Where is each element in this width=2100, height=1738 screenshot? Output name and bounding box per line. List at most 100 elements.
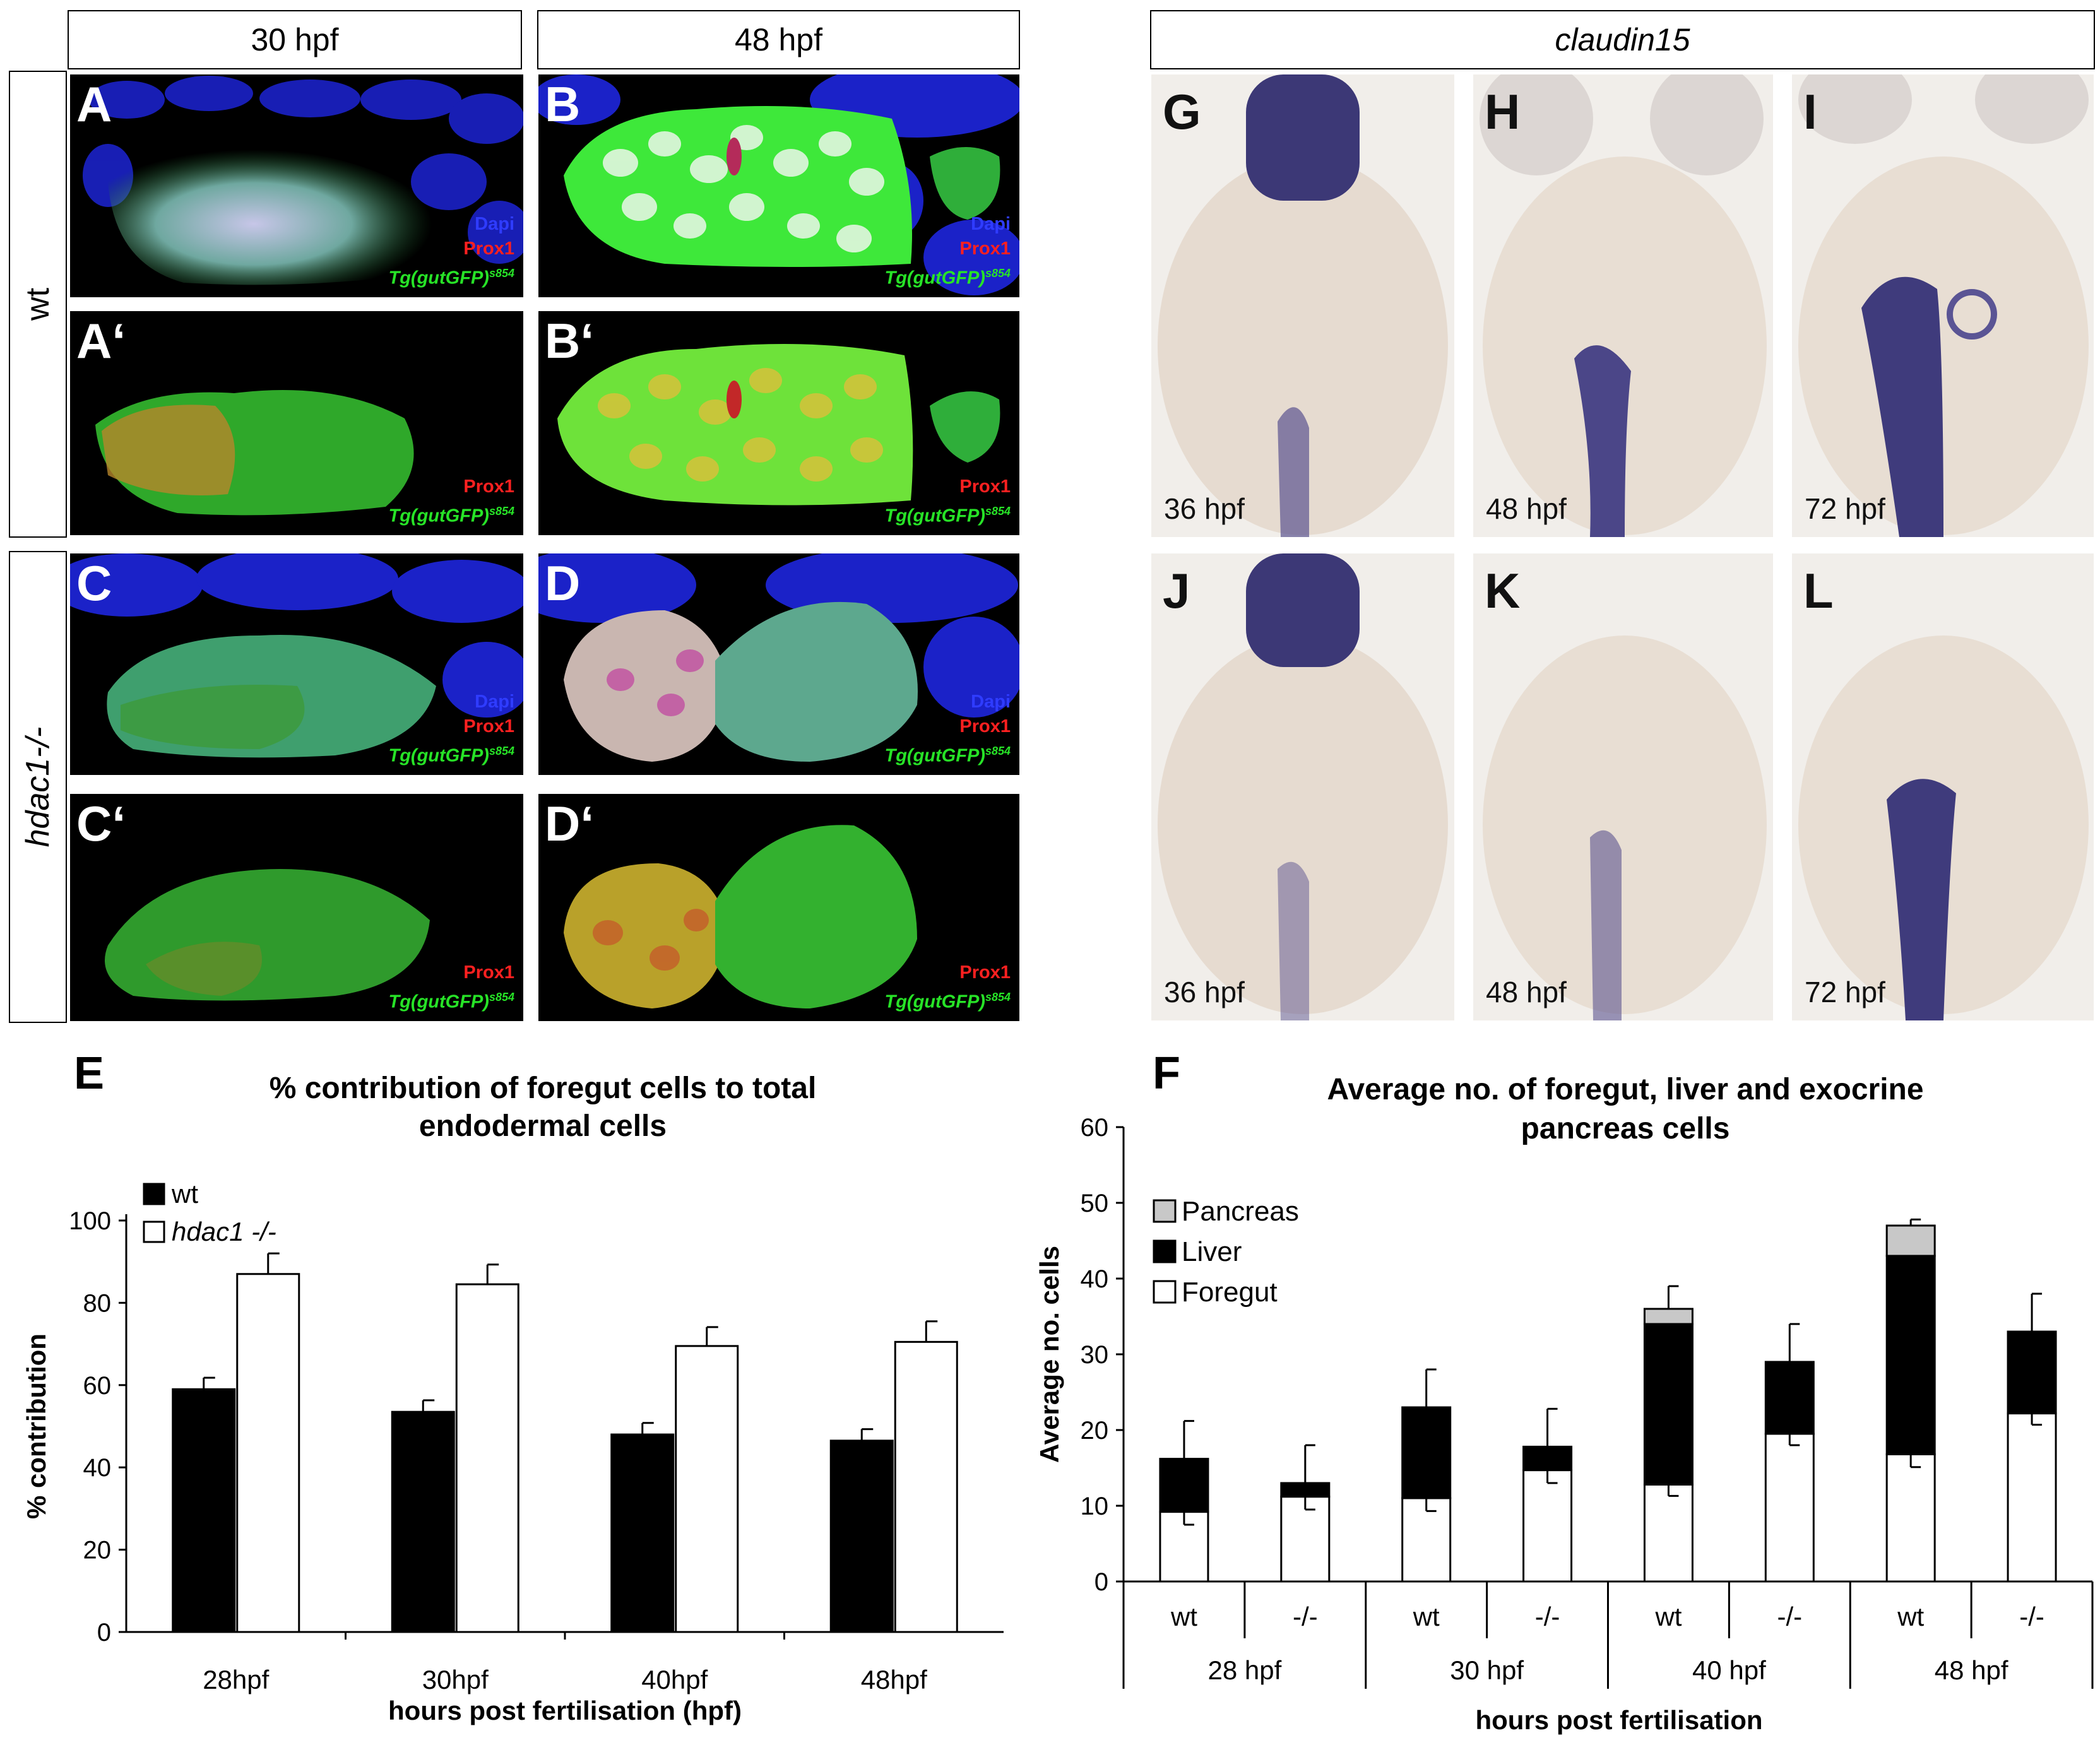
bar-segment-pancreas — [1643, 1308, 1694, 1325]
row-label-hdac1: hdac1-/- — [9, 551, 67, 1023]
panel-D-prime-image — [564, 825, 917, 1008]
panel-L-image — [1798, 635, 2089, 1020]
y-tick-label: 0 — [1094, 1568, 1108, 1596]
legend-tg-sup: s854 — [489, 991, 514, 1004]
bar-segment-liver — [2007, 1330, 2057, 1415]
x-tick-label: -/- — [1293, 1602, 1318, 1631]
x-tick-label: wt — [1897, 1602, 1924, 1631]
bar-mutant — [894, 1340, 958, 1633]
panel-L-letter: L — [1803, 563, 1834, 618]
panel-I: I 72 hpf — [1792, 74, 2094, 537]
panel-D-prime-legend: Prox1 Tg(gutGFP)s854 — [885, 961, 1011, 1015]
legend-tg: Tg(gutGFP)s854 — [885, 261, 1011, 291]
legend-dapi: Dapi — [971, 692, 1011, 712]
legend-prox1: Prox1 — [463, 239, 514, 259]
legend-prox1: Prox1 — [463, 962, 514, 983]
legend-tg-text: Tg(gutGFP) — [884, 506, 985, 526]
panel-D: D Dapi Prox1 Tg(gutGFP)s854 — [538, 553, 1019, 775]
bar-segment-liver — [1764, 1361, 1815, 1435]
legend-dapi: Dapi — [475, 214, 514, 235]
panel-A-prime-letter: A‘ — [76, 313, 126, 369]
bar-segment-foregut — [1885, 1453, 1936, 1583]
legend-tg: Tg(gutGFP)s854 — [885, 499, 1011, 529]
legend-prox1: Prox1 — [463, 476, 514, 497]
bar-wt — [610, 1433, 675, 1633]
legend-tg: Tg(gutGFP)s854 — [389, 739, 515, 769]
x-tick-label: 30hpf — [422, 1665, 489, 1694]
panel-C: C Dapi Prox1 Tg(gutGFP)s854 — [70, 553, 523, 775]
legend-tg-text: Tg(gutGFP) — [884, 746, 985, 766]
legend-prox1: Prox1 — [959, 239, 1011, 259]
panel-A-prime: A‘ Prox1 Tg(gutGFP)s854 — [70, 311, 523, 535]
panel-I-image — [1798, 74, 2089, 537]
panel-A-letter: A — [76, 76, 112, 132]
bar-wt — [391, 1410, 455, 1633]
panel-H-stage: 48 hpf — [1486, 492, 1567, 525]
panel-D-legend: Dapi Prox1 Tg(gutGFP)s854 — [885, 690, 1011, 769]
panel-K-stage: 48 hpf — [1486, 976, 1567, 1008]
bar-segment-liver — [1522, 1445, 1573, 1472]
bar-segment-foregut — [1280, 1496, 1331, 1583]
x-tick-label: wt — [1170, 1602, 1197, 1631]
y-tick-label: 60 — [83, 1372, 112, 1400]
x-tick-label: 48hpf — [861, 1665, 927, 1694]
chart-title-line: pancreas cells — [1521, 1112, 1730, 1145]
x-axis-label: hours post fertilisation (hpf) — [388, 1696, 742, 1725]
panel-G: G 36 hpf — [1151, 74, 1454, 537]
bar-segment-foregut — [1401, 1497, 1452, 1583]
panel-J-stage: 36 hpf — [1164, 976, 1245, 1008]
legend-dapi: Dapi — [971, 214, 1011, 235]
panel-B-prime-legend: Prox1 Tg(gutGFP)s854 — [885, 475, 1011, 529]
legend-prox1: Prox1 — [959, 716, 1011, 737]
panel-D-prime-letter: D‘ — [545, 796, 594, 851]
y-tick-label: 0 — [97, 1619, 111, 1646]
bar-mutant — [236, 1273, 300, 1633]
y-tick-label: 10 — [1081, 1493, 1109, 1520]
legend-prox1: Prox1 — [959, 962, 1011, 983]
legend-tg: Tg(gutGFP)s854 — [389, 985, 515, 1015]
panel-A-legend: Dapi Prox1 Tg(gutGFP)s854 — [389, 212, 515, 291]
bar-segment-foregut — [1643, 1483, 1694, 1583]
panel-A-prime-legend: Prox1 Tg(gutGFP)s854 — [389, 475, 515, 529]
chart-title-line: endodermal cells — [419, 1109, 667, 1143]
panel-B-prime-image — [557, 344, 1000, 505]
x-axis-label: hours post fertilisation — [1475, 1705, 1762, 1735]
header-claudin15: claudin15 — [1150, 10, 2095, 69]
panel-F-letter: F — [1153, 1048, 1180, 1099]
panel-I-letter: I — [1803, 84, 1817, 139]
panel-D-prime: D‘ Prox1 Tg(gutGFP)s854 — [538, 794, 1019, 1021]
panel-C-prime: C‘ Prox1 Tg(gutGFP)s854 — [70, 794, 523, 1021]
panel-E-letter: E — [74, 1048, 105, 1099]
panel-G-stage: 36 hpf — [1164, 492, 1245, 525]
panel-G-letter: G — [1163, 84, 1201, 139]
legend-swatch — [143, 1221, 165, 1243]
x-tick-label: -/- — [1535, 1602, 1560, 1631]
panel-B-prime-letter: B‘ — [545, 313, 594, 369]
panel-A-image — [83, 76, 523, 285]
panel-A: A Dapi Prox1 Tg(gutGFP)s854 — [70, 74, 523, 297]
y-axis-label: Average no. cells — [1035, 1246, 1064, 1463]
x-tick-label: wt — [1413, 1602, 1440, 1631]
panel-L: L 72 hpf — [1792, 553, 2094, 1020]
legend-tg-text: Tg(gutGFP) — [884, 268, 985, 288]
bar-segment-foregut — [1159, 1511, 1209, 1583]
x-tick-label: 28hpf — [203, 1665, 269, 1694]
y-tick-label: 20 — [1081, 1417, 1109, 1445]
group-label: 30 hpf — [1450, 1655, 1524, 1685]
legend-prox1: Prox1 — [463, 716, 514, 737]
panel-K-letter: K — [1485, 563, 1521, 618]
bar-segment-liver — [1280, 1482, 1331, 1498]
panel-J: J 36 hpf — [1151, 553, 1454, 1020]
panel-C-prime-image — [105, 869, 430, 1001]
panel-B-letter: B — [545, 76, 581, 132]
panel-C-prime-legend: Prox1 Tg(gutGFP)s854 — [389, 961, 515, 1015]
panel-B-legend: Dapi Prox1 Tg(gutGFP)s854 — [885, 212, 1011, 291]
panel-J-image — [1158, 553, 1448, 1020]
panel-G-image — [1158, 74, 1448, 537]
bar-segment-foregut — [2007, 1412, 2057, 1583]
bar-mutant — [455, 1283, 519, 1633]
panel-D-image — [538, 553, 1019, 762]
legend-tg: Tg(gutGFP)s854 — [389, 261, 515, 291]
row-label-wt-text: wt — [20, 288, 56, 321]
chart-E: % contribution of foregut cells to total… — [21, 1072, 1004, 1725]
